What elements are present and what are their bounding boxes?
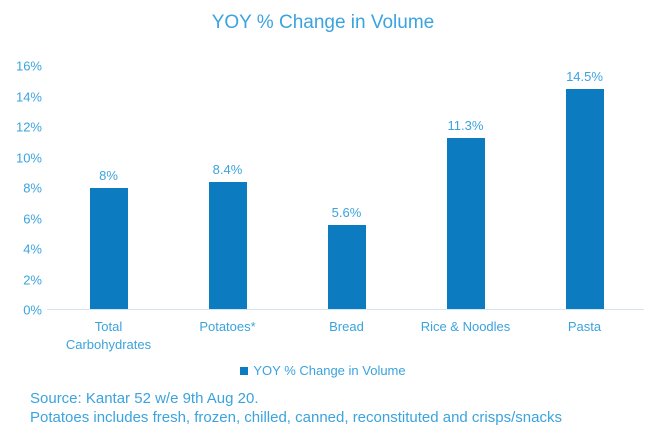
source-text: Source: Kantar 52 w/e 9th Aug 20.: [30, 390, 259, 407]
y-axis: 0% 2% 4% 6% 8% 10% 12% 14% 16%: [0, 60, 42, 317]
bar-slot-pasta: 14.5%: [525, 66, 644, 310]
bars-layer: 8% 8.4% 5.6% 11.3% 14.5%: [49, 66, 644, 310]
x-axis-label-rice-noodles: Rice & Noodles: [406, 318, 525, 354]
legend: YOY % Change in Volume: [0, 364, 646, 378]
x-axis-line: [47, 309, 644, 310]
bar-value-label: 8%: [99, 168, 118, 183]
chart-title: YOY % Change in Volume: [211, 12, 435, 33]
x-axis-label-text: Bread: [329, 319, 364, 334]
x-axis-label-potatoes: Potatoes*: [168, 318, 287, 354]
bar-value-label: 5.6%: [331, 204, 362, 220]
y-tick-label: 14%: [15, 89, 42, 104]
x-axis-label-text: Total Carbohydrates: [65, 319, 152, 352]
legend-marker-icon: [240, 367, 249, 375]
bar-slot-potatoes: 8.4%: [168, 66, 287, 310]
footer: Source: Kantar 52 w/e 9th Aug 20. Potato…: [30, 390, 636, 427]
y-tick-label: 6%: [23, 211, 42, 226]
y-tick-label: 2%: [23, 272, 42, 287]
x-axis-label-bread: Bread: [287, 318, 406, 354]
bar-rice-noodles: [446, 137, 485, 310]
bar-slot-total-carbohydrates: 8%: [49, 66, 168, 310]
bar-pasta: [565, 88, 604, 310]
y-tick-label: 0%: [23, 302, 42, 318]
y-tick-label: 8%: [23, 180, 42, 196]
y-tick-label: 16%: [15, 58, 42, 74]
x-axis-label-text: Potatoes*: [199, 319, 256, 334]
x-axis-label-pasta: Pasta: [525, 318, 644, 354]
bar-total-carbohydrates: [89, 188, 128, 310]
x-axis-label-total-carbohydrates: Total Carbohydrates: [49, 318, 168, 354]
x-axis-label-text: Pasta: [567, 319, 602, 334]
bar-slot-rice-noodles: 11.3%: [406, 66, 525, 310]
bar-slot-bread: 5.6%: [287, 66, 406, 310]
x-axis: Total Carbohydrates Potatoes* Bread Rice & …: [49, 318, 644, 354]
bar-value-label: 11.3%: [447, 117, 484, 133]
legend-label: YOY % Change in Volume: [253, 363, 406, 378]
y-tick-label: 10%: [15, 150, 42, 165]
y-tick-label: 12%: [15, 119, 42, 135]
x-axis-label-text: Rice & Noodles: [420, 319, 511, 334]
bar-value-label: 8.4%: [212, 161, 243, 177]
bar-value-label: 14.5%: [566, 68, 603, 84]
note-text: Potatoes includes fresh, frozen, chilled…: [30, 408, 562, 426]
bar-potatoes: [208, 181, 247, 310]
bar-bread: [327, 224, 366, 310]
plot-area: 8% 8.4% 5.6% 11.3% 14.5%: [47, 66, 644, 310]
y-tick-label: 4%: [23, 241, 42, 257]
